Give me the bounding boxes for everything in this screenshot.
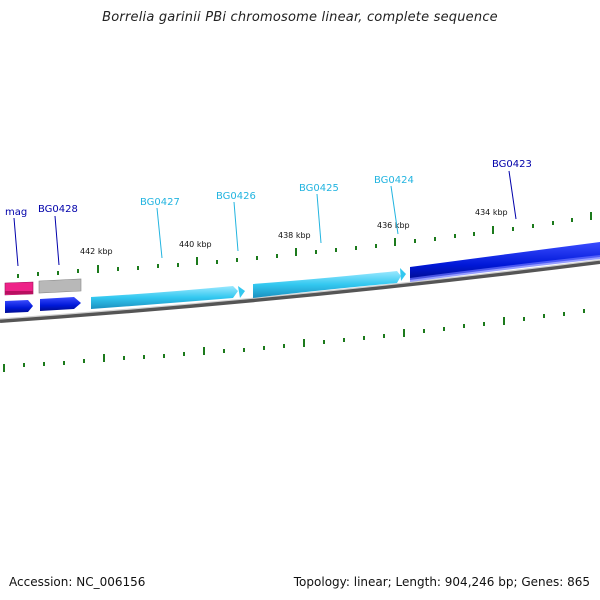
tick [473, 232, 475, 236]
tick-major [503, 317, 505, 325]
tick-major [590, 212, 592, 220]
tick [423, 329, 425, 333]
tick [177, 263, 179, 267]
tick [434, 237, 436, 241]
tick [263, 346, 265, 350]
callout-BG0428 [54, 215, 60, 266]
tick [363, 336, 365, 340]
tick-major [196, 257, 198, 265]
tick-major [203, 347, 205, 355]
tick [552, 221, 554, 225]
tick-major [492, 226, 494, 234]
tick [454, 234, 456, 238]
tick-major [3, 364, 5, 372]
tick [243, 348, 245, 352]
callout-BG0425 [316, 193, 322, 244]
tick-major [97, 265, 99, 273]
gene-label-BG0424[interactable]: BG0424 [374, 175, 414, 186]
scale-ticks-upper [17, 212, 592, 278]
gene-track-lower [5, 297, 81, 313]
tick [483, 322, 485, 326]
tick [583, 309, 585, 313]
tick-major [303, 339, 305, 347]
gene-mag-shade [5, 291, 33, 294]
tick [23, 363, 25, 367]
tick [532, 224, 534, 228]
scale-label-440: 440 kbp [179, 240, 212, 249]
gene-BG0427-arrowhead [238, 286, 245, 298]
tick [236, 258, 238, 262]
callout-BG0426 [233, 201, 239, 252]
gene-label-BG0427[interactable]: BG0427 [140, 197, 180, 208]
sequence-backbone-highlight [0, 259, 600, 320]
tick [83, 359, 85, 363]
scale-label-438: 438 kbp [278, 231, 311, 240]
tick [512, 227, 514, 231]
tick [563, 312, 565, 316]
tick [283, 344, 285, 348]
tick [383, 334, 385, 338]
tick [137, 266, 139, 270]
gene-track-upper [4, 242, 600, 309]
tick [463, 324, 465, 328]
gene-gray-feature[interactable] [38, 278, 82, 294]
gene-label-mag[interactable]: mag [5, 207, 27, 218]
gene-label-BG0425[interactable]: BG0425 [299, 183, 339, 194]
tick [414, 239, 416, 243]
tick-major [403, 329, 405, 337]
scale-label-436: 436 kbp [377, 221, 410, 230]
tick [216, 260, 218, 264]
tick [157, 264, 159, 268]
gene-BG0423-shade [410, 255, 600, 282]
gene-label-BG0428[interactable]: BG0428 [38, 204, 78, 215]
tick [223, 349, 225, 353]
tick [183, 352, 185, 356]
scale-ticks-lower [3, 309, 585, 372]
tick [37, 272, 39, 276]
sequence-backbone [0, 260, 600, 323]
tick [543, 314, 545, 318]
gene-mag-strand-feature[interactable] [5, 300, 33, 313]
tick [17, 274, 19, 278]
gene-BG0427-feature[interactable] [91, 286, 238, 309]
tick [323, 340, 325, 344]
gene-BG0428-feature[interactable] [40, 297, 81, 311]
tick-major [103, 354, 105, 362]
sequence-summary: Topology: linear; Length: 904,246 bp; Ge… [293, 575, 590, 589]
gene-BG0425-feature[interactable] [253, 271, 401, 298]
tick [276, 254, 278, 258]
gene-BG0425-arrowhead [400, 268, 406, 281]
tick [43, 362, 45, 366]
tick [117, 267, 119, 271]
map-title: Borrelia garinii PBi chromosome linear, … [102, 10, 498, 25]
tick [315, 250, 317, 254]
scale-label-434: 434 kbp [475, 208, 508, 217]
tick-major [295, 248, 297, 256]
tick [77, 269, 79, 273]
callout-BG0424 [390, 185, 399, 235]
tick [63, 361, 65, 365]
tick [143, 355, 145, 359]
gene-BG0423-feature[interactable] [410, 242, 600, 280]
gene-label-BG0426[interactable]: BG0426 [216, 191, 256, 202]
callout-mag [13, 217, 19, 267]
tick [355, 246, 357, 250]
tick [57, 271, 59, 275]
callout-BG0423 [508, 170, 517, 220]
gene-label-BG0423[interactable]: BG0423 [492, 159, 532, 170]
tick [443, 327, 445, 331]
tick [256, 256, 258, 260]
accession-text: Accession: NC_006156 [9, 575, 146, 589]
tick [523, 317, 525, 321]
tick [163, 354, 165, 358]
tick [335, 248, 337, 252]
tick-major [394, 238, 396, 246]
tick [123, 356, 125, 360]
callout-BG0427 [156, 207, 163, 259]
scale-label-442: 442 kbp [80, 247, 113, 256]
tick [571, 218, 573, 222]
tick [343, 338, 345, 342]
tick [375, 244, 377, 248]
